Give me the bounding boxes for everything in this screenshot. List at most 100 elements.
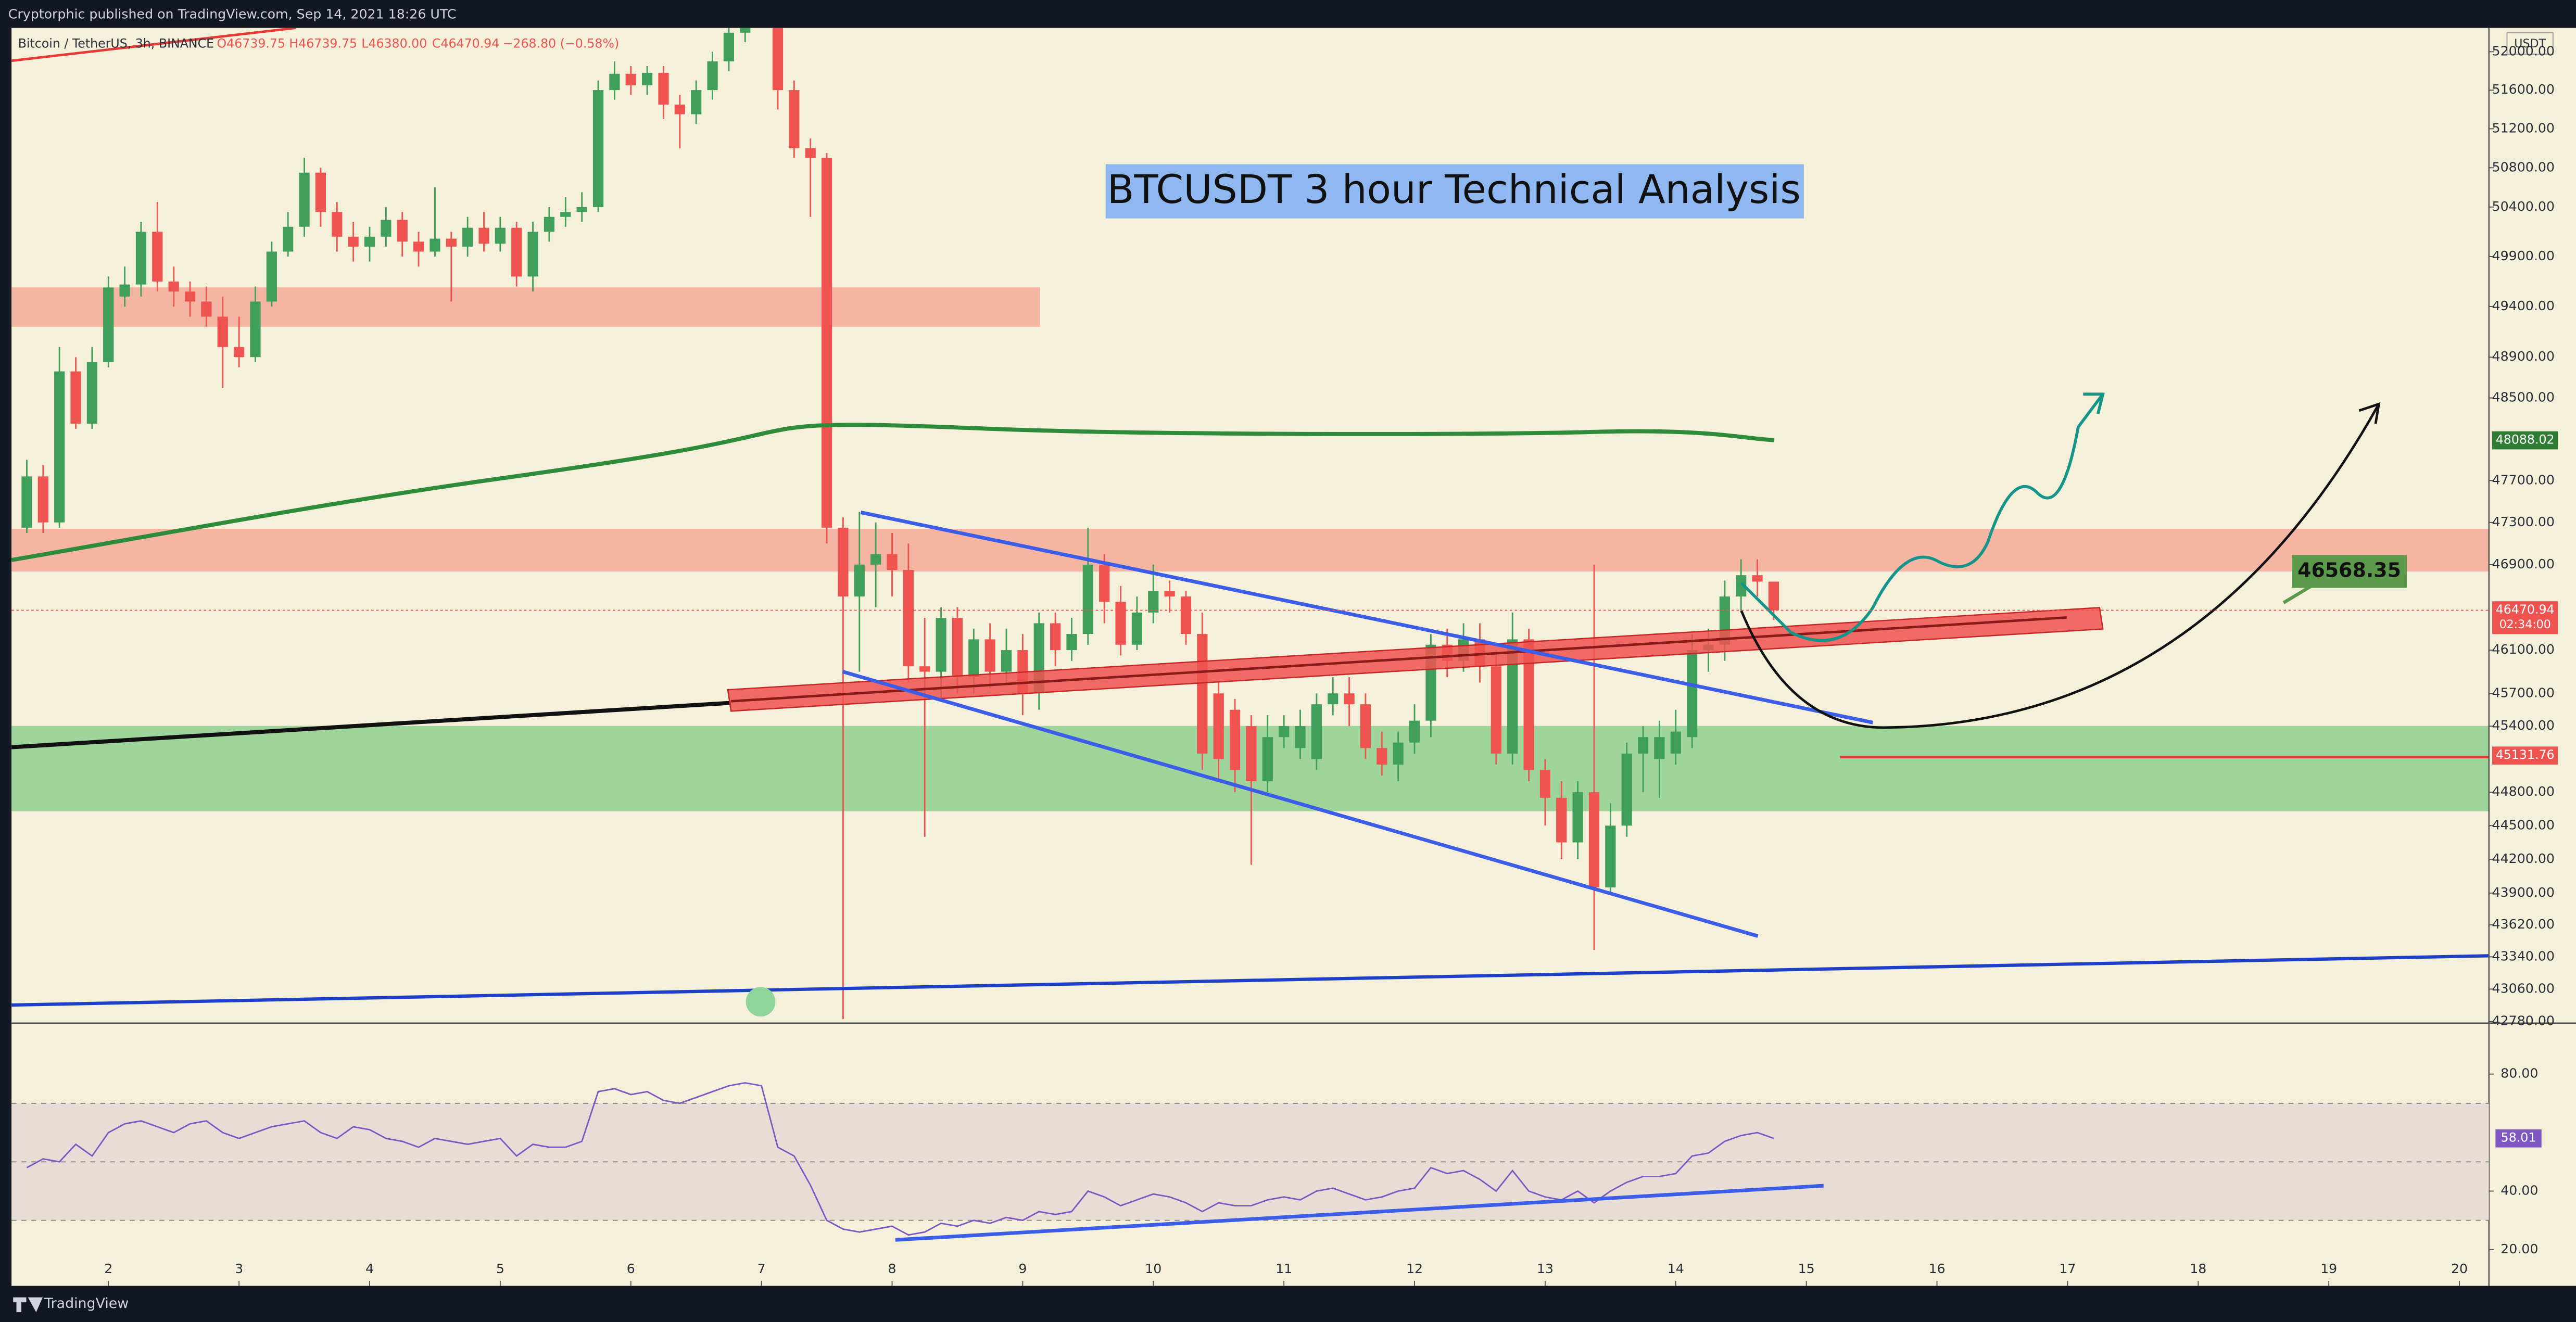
y-tick-label: 47700.00 [2492,472,2555,487]
candle-body [1001,650,1012,672]
price-tag-label: 48088.02 [2496,433,2555,447]
candle-body [740,28,751,33]
candle-body [1246,726,1257,781]
publisher: Cryptorphic published on TradingView.com… [8,6,457,21]
candle-body [887,554,898,570]
supply-zone [11,287,1040,327]
candle-body [70,371,81,424]
candle-body [642,72,653,85]
x-tick-label: 5 [496,1261,504,1276]
x-tick-label: 20 [2451,1261,2468,1276]
x-tick-label: 10 [1145,1261,1161,1276]
candle-body [1229,709,1241,770]
y-tick-label: 45700.00 [2492,685,2555,700]
x-tick-label: 19 [2320,1261,2337,1276]
currency-box [2506,32,2554,55]
price-tag [2492,431,2558,450]
logo [13,1297,43,1313]
candle-body [527,232,538,277]
price-tag-label: 45131.76 [2496,747,2555,762]
chart-title: BTCUSDT 3 hour Technical Analysis [1107,167,1801,212]
moving-average [11,423,1775,562]
candle-body [381,220,392,237]
rsi-band [11,1103,2489,1221]
candle-body [1164,591,1175,597]
candle-body [707,61,718,91]
candle-body [1523,639,1534,770]
y-tick-label: 47300.00 [2492,514,2555,529]
candle-body [1752,575,1763,582]
rsi-tick-label: 40.00 [2501,1183,2538,1198]
candle-body [1556,797,1567,843]
candle-body [1605,825,1616,888]
candle-body [413,241,424,252]
candle-body [201,301,212,317]
y-tick-label: 43060.00 [2492,981,2555,996]
candle-body [1328,693,1338,705]
candle-body [495,227,506,244]
rsi-tick-label: 80.00 [2501,1066,2538,1081]
candle-body [397,220,408,242]
band-center [731,616,2067,703]
candle-body [1377,748,1387,765]
candle-body [1050,623,1061,651]
y-tick-label: 45400.00 [2492,718,2555,733]
y-tick-label: 44800.00 [2492,784,2555,799]
ohlc-open: O46739.75 [217,36,286,51]
candle-body [1621,753,1632,826]
candle-body [560,212,571,217]
candle-body [1736,575,1747,597]
wedge-upper [860,511,1874,724]
price-tag-label: 46470.94 [2496,602,2555,617]
candle-body [364,236,375,247]
projection-path [1740,392,2105,642]
y-tick-label: 48500.00 [2492,390,2555,405]
candle-body [1344,693,1355,705]
candle-body [821,158,832,528]
y-tick-label: 43900.00 [2492,885,2555,900]
rsi-trend-line [895,1184,1824,1242]
candle-body [430,238,440,252]
rsi-tag [2495,1129,2542,1148]
trend-line [11,28,296,62]
candle-body [283,226,294,252]
candle-body [838,527,849,597]
y-tick-label: 50800.00 [2492,159,2555,174]
y-tick-label: 50400.00 [2492,199,2555,214]
candle-body [1768,581,1779,611]
y-tick-label: 51200.00 [2492,120,2555,135]
brand: TradingView [44,1295,129,1312]
price-tag [2492,746,2558,765]
candle-body [609,73,620,91]
candle-body [462,227,473,247]
candle-body [1295,726,1306,748]
y-tick-label: 49400.00 [2492,298,2555,313]
candle-body [1393,742,1404,765]
candle-body [1670,731,1681,754]
y-tick-label: 49900.00 [2492,248,2555,263]
candle-body [1539,770,1551,798]
y-tick-label: 51600.00 [2492,82,2555,97]
x-tick-label: 16 [1928,1261,1945,1276]
y-tick-label: 46100.00 [2492,642,2555,657]
candle-body [1637,737,1649,754]
marker [746,987,776,1017]
candle-body [1409,720,1420,743]
candle-body [1115,602,1126,645]
ohlc-close: C46470.94 [432,36,499,51]
candle-body [854,564,865,597]
wedge-lower [842,670,1759,938]
x-tick-label: 13 [1537,1261,1554,1276]
candle-body [299,172,310,227]
candle-body [315,172,326,212]
candle-body [1180,596,1192,634]
candle-body [21,476,32,528]
candle-body [1507,639,1518,754]
candle-body [544,217,555,232]
candle-body [168,281,179,292]
callout-label: 46568.35 [2297,559,2401,582]
candle-body [691,90,702,115]
candle-body [1572,792,1583,843]
candle-body [952,618,963,677]
